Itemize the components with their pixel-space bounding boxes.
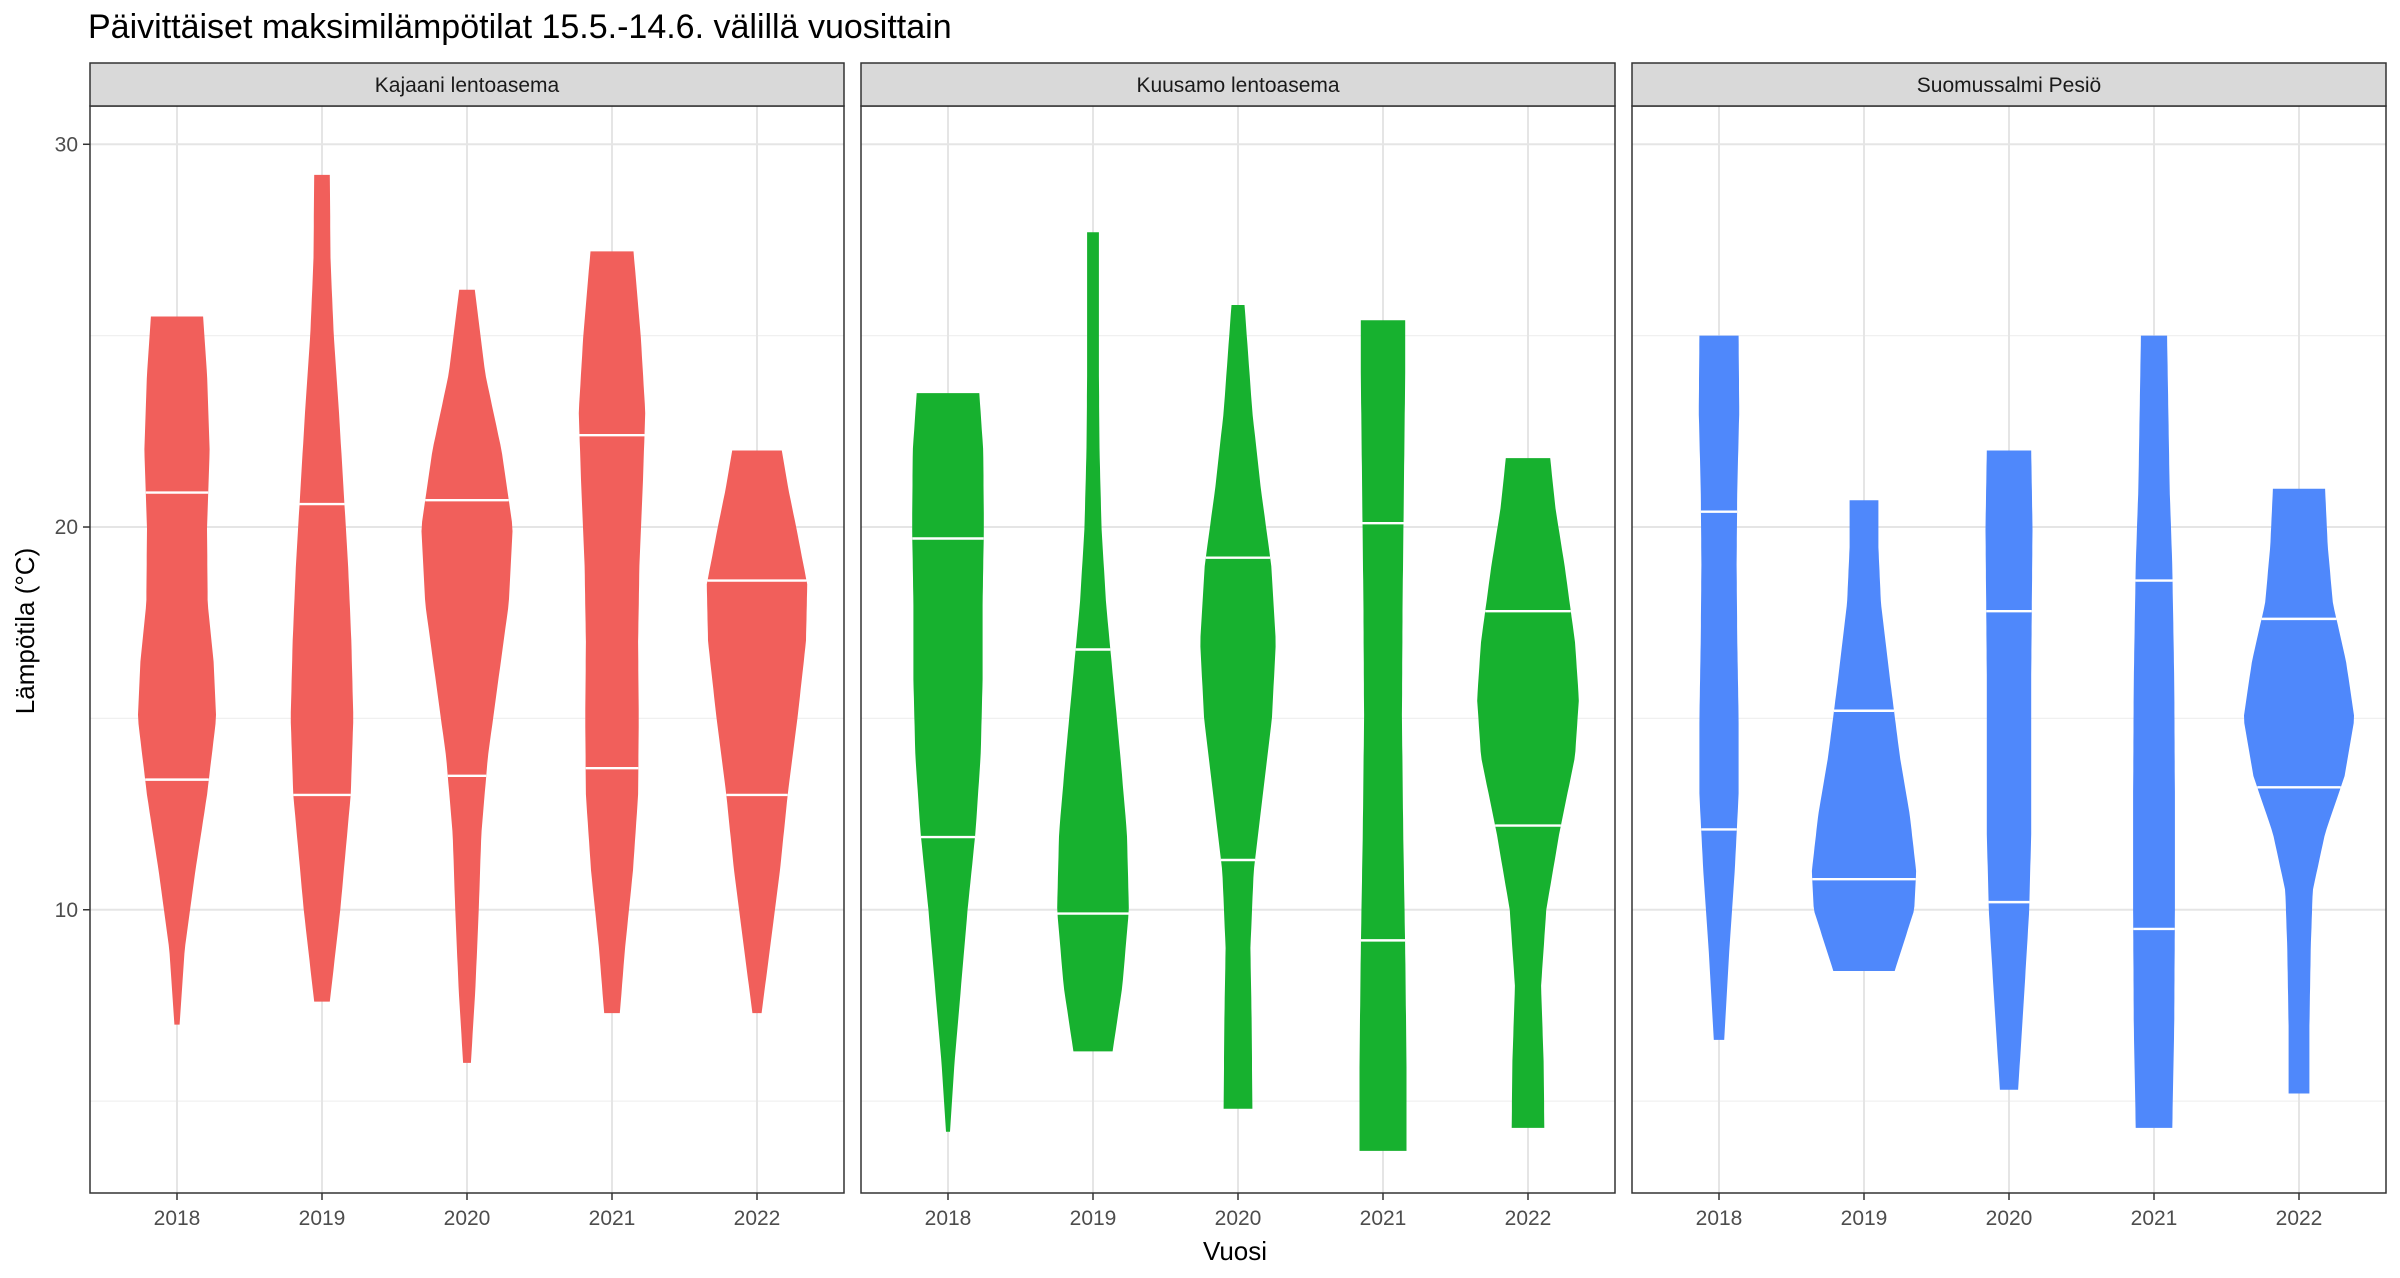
facet-strip-label: Suomussalmi Pesiö	[1917, 74, 2101, 97]
violin-2020	[421, 289, 513, 1063]
x-tick-label: 2018	[925, 1207, 972, 1230]
facet-strip	[1631, 62, 2387, 107]
y-tick-label: 20	[55, 516, 78, 539]
y-axis-title: Lämpötila (°C)	[10, 548, 40, 714]
facet-panel: Kuusamo lentoasema 2018 2019 2020 2021 2022	[860, 62, 1616, 1230]
violin-2018	[912, 393, 984, 1132]
violin-2022	[2244, 488, 2354, 1094]
x-tick-label: 2020	[1215, 1207, 1262, 1230]
x-tick-label: 2019	[299, 1207, 346, 1230]
facet-strip	[89, 62, 845, 107]
facet-strip-label: Kajaani lentoasema	[375, 74, 560, 97]
x-axis-title: Vuosi	[1203, 1236, 1267, 1266]
violin-2021	[2133, 335, 2175, 1128]
x-tick-label: 2021	[1360, 1207, 1407, 1230]
x-tick-label: 2019	[1070, 1207, 1117, 1230]
facet-strip	[860, 62, 1616, 107]
x-tick-label: 2018	[1696, 1207, 1743, 1230]
violin-2022	[706, 450, 808, 1014]
violin-2021	[578, 251, 646, 1014]
x-tick-label: 2018	[154, 1207, 201, 1230]
y-tick-label: 30	[55, 133, 78, 156]
facet-strip-label: Kuusamo lentoasema	[1136, 74, 1339, 97]
facet-panel: Kajaani lentoasema 2018 2019 2020 2021 2022 10…	[55, 62, 845, 1230]
x-tick-label: 2021	[589, 1207, 636, 1230]
x-tick-label: 2020	[1986, 1207, 2033, 1230]
x-tick-label: 2019	[1841, 1207, 1888, 1230]
chart-title: Päivittäiset maksimilämpötilat 15.5.-14.…	[88, 8, 952, 46]
x-tick-label: 2022	[2276, 1207, 2323, 1230]
x-tick-label: 2022	[1505, 1207, 1552, 1230]
violin-2019	[1811, 500, 1917, 971]
violin-2019	[1057, 232, 1129, 1052]
x-tick-label: 2020	[444, 1207, 491, 1230]
x-tick-label: 2021	[2131, 1207, 2178, 1230]
violin-2020	[1200, 305, 1276, 1109]
y-tick-label: 10	[55, 899, 78, 922]
x-tick-label: 2022	[734, 1207, 781, 1230]
violin-2021	[1359, 320, 1407, 1151]
violin-2022	[1477, 458, 1579, 1128]
facet-panels: Kajaani lentoasema 2018 2019 2020 2021 2022 10…	[55, 62, 2387, 1230]
facet-panel: Suomussalmi Pesiö 2018 2019 2020 2021 2022	[1631, 62, 2387, 1230]
